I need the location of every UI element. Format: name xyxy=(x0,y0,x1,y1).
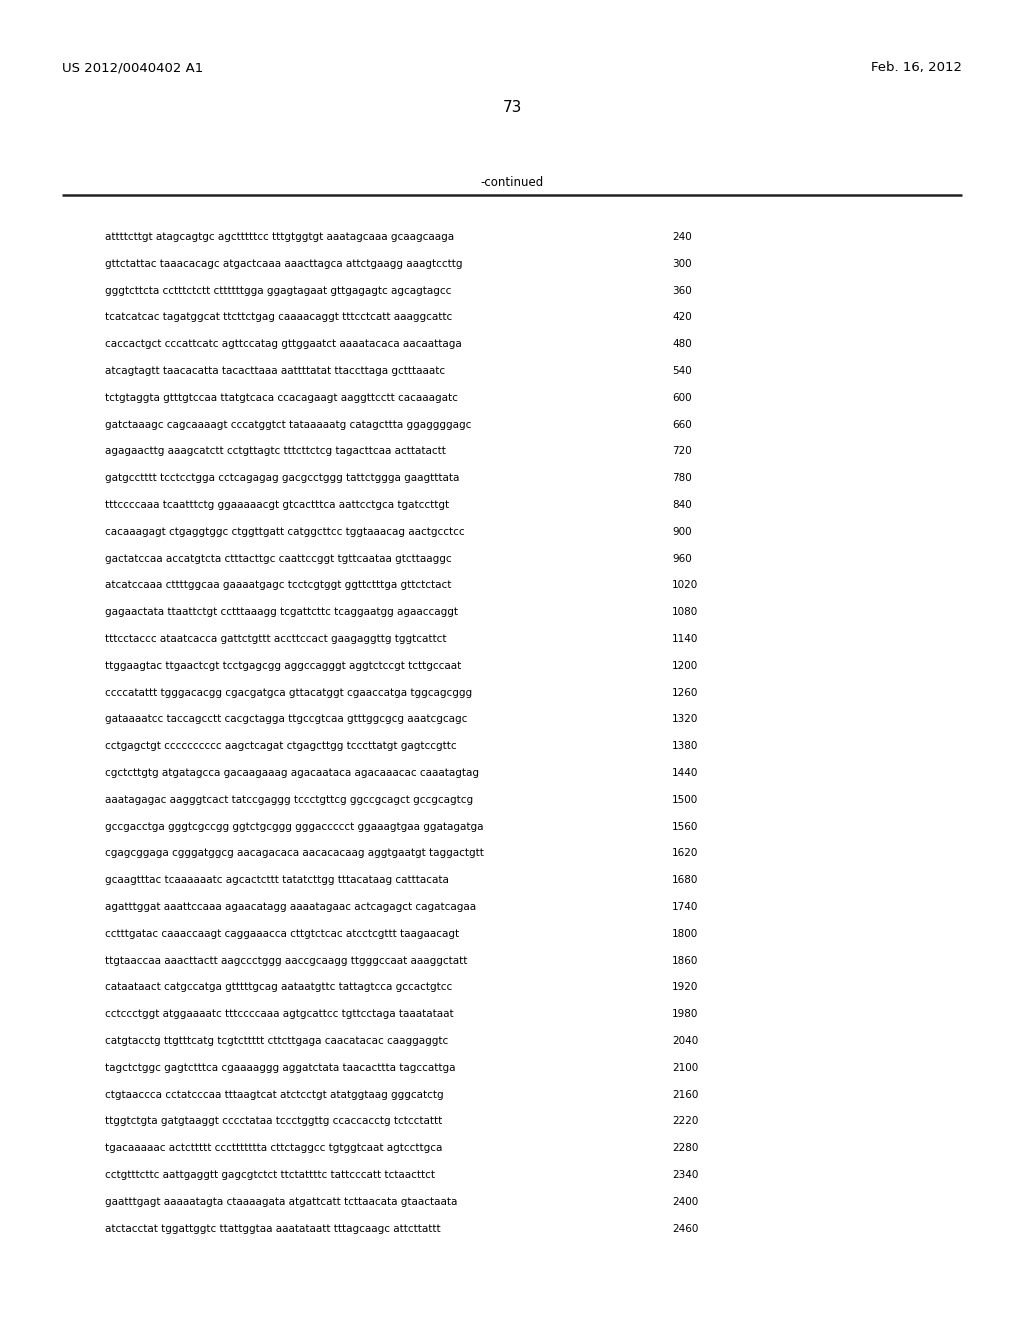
Text: US 2012/0040402 A1: US 2012/0040402 A1 xyxy=(62,62,203,74)
Text: 960: 960 xyxy=(672,553,692,564)
Text: -continued: -continued xyxy=(480,176,544,189)
Text: ttggaagtac ttgaactcgt tcctgagcgg aggccagggt aggtctccgt tcttgccaat: ttggaagtac ttgaactcgt tcctgagcgg aggccag… xyxy=(105,661,461,671)
Text: tgacaaaaac actcttttt cccttttttta cttctaggcc tgtggtcaat agtccttgca: tgacaaaaac actcttttt cccttttttta cttctag… xyxy=(105,1143,442,1154)
Text: gaatttgagt aaaaatagta ctaaaagata atgattcatt tcttaacata gtaactaata: gaatttgagt aaaaatagta ctaaaagata atgattc… xyxy=(105,1197,458,1206)
Text: Feb. 16, 2012: Feb. 16, 2012 xyxy=(871,62,962,74)
Text: 2220: 2220 xyxy=(672,1117,698,1126)
Text: ccccatattt tgggacacgg cgacgatgca gttacatggt cgaaccatga tggcagcggg: ccccatattt tgggacacgg cgacgatgca gttacat… xyxy=(105,688,472,697)
Text: agagaacttg aaagcatctt cctgttagtc tttcttctcg tagacttcaa acttatactt: agagaacttg aaagcatctt cctgttagtc tttcttc… xyxy=(105,446,445,457)
Text: 660: 660 xyxy=(672,420,692,429)
Text: 480: 480 xyxy=(672,339,692,350)
Text: atctacctat tggattggtc ttattggtaa aaatataatt tttagcaagc attcttattt: atctacctat tggattggtc ttattggtaa aaatata… xyxy=(105,1224,440,1234)
Text: 1800: 1800 xyxy=(672,929,698,939)
Text: 780: 780 xyxy=(672,473,692,483)
Text: cctccctggt atggaaaatc tttccccaaa agtgcattcc tgttcctaga taaatataat: cctccctggt atggaaaatc tttccccaaa agtgcat… xyxy=(105,1010,454,1019)
Text: 360: 360 xyxy=(672,285,692,296)
Text: 1140: 1140 xyxy=(672,634,698,644)
Text: tttccccaaa tcaatttctg ggaaaaacgt gtcactttca aattcctgca tgatccttgt: tttccccaaa tcaatttctg ggaaaaacgt gtcactt… xyxy=(105,500,450,510)
Text: 300: 300 xyxy=(672,259,691,269)
Text: tctgtaggta gtttgtccaa ttatgtcaca ccacagaagt aaggttcctt cacaaagatc: tctgtaggta gtttgtccaa ttatgtcaca ccacaga… xyxy=(105,393,458,403)
Text: 1380: 1380 xyxy=(672,742,698,751)
Text: 240: 240 xyxy=(672,232,692,242)
Text: cctgtttcttc aattgaggtt gagcgtctct ttctattttc tattcccatt tctaacttct: cctgtttcttc aattgaggtt gagcgtctct ttctat… xyxy=(105,1170,435,1180)
Text: 720: 720 xyxy=(672,446,692,457)
Text: 2100: 2100 xyxy=(672,1063,698,1073)
Text: gatctaaagc cagcaaaagt cccatggtct tataaaaatg catagcttta ggaggggagc: gatctaaagc cagcaaaagt cccatggtct tataaaa… xyxy=(105,420,471,429)
Text: tagctctggc gagtctttca cgaaaaggg aggatctata taacacttta tagccattga: tagctctggc gagtctttca cgaaaaggg aggatcta… xyxy=(105,1063,456,1073)
Text: catgtacctg ttgtttcatg tcgtcttttt cttcttgaga caacatacac caaggaggtc: catgtacctg ttgtttcatg tcgtcttttt cttcttg… xyxy=(105,1036,449,1045)
Text: 540: 540 xyxy=(672,366,692,376)
Text: agatttggat aaattccaaa agaacatagg aaaatagaac actcagagct cagatcagaa: agatttggat aaattccaaa agaacatagg aaaatag… xyxy=(105,902,476,912)
Text: 73: 73 xyxy=(503,100,521,116)
Text: cctgagctgt cccccccccc aagctcagat ctgagcttgg tcccttatgt gagtccgttc: cctgagctgt cccccccccc aagctcagat ctgagct… xyxy=(105,742,457,751)
Text: ttggtctgta gatgtaaggt cccctataa tccctggttg ccaccacctg tctcctattt: ttggtctgta gatgtaaggt cccctataa tccctggt… xyxy=(105,1117,442,1126)
Text: gagaactata ttaattctgt cctttaaagg tcgattcttc tcaggaatgg agaaccaggt: gagaactata ttaattctgt cctttaaagg tcgattc… xyxy=(105,607,458,618)
Text: 2400: 2400 xyxy=(672,1197,698,1206)
Text: gccgacctga gggtcgccgg ggtctgcggg gggaccccct ggaaagtgaa ggatagatga: gccgacctga gggtcgccgg ggtctgcggg gggaccc… xyxy=(105,821,483,832)
Text: gcaagtttac tcaaaaaatc agcactcttt tatatcttgg tttacataag catttacata: gcaagtttac tcaaaaaatc agcactcttt tatatct… xyxy=(105,875,449,886)
Text: 1020: 1020 xyxy=(672,581,698,590)
Text: gatgcctttt tcctcctgga cctcagagag gacgcctggg tattctggga gaagtttata: gatgcctttt tcctcctgga cctcagagag gacgcct… xyxy=(105,473,460,483)
Text: 2460: 2460 xyxy=(672,1224,698,1234)
Text: attttcttgt atagcagtgc agctttttcc tttgtggtgt aaatagcaaa gcaagcaaga: attttcttgt atagcagtgc agctttttcc tttgtgg… xyxy=(105,232,454,242)
Text: caccactgct cccattcatc agttccatag gttggaatct aaaatacaca aacaattaga: caccactgct cccattcatc agttccatag gttggaa… xyxy=(105,339,462,350)
Text: atcatccaaa cttttggcaa gaaaatgagc tcctcgtggt ggttctttga gttctctact: atcatccaaa cttttggcaa gaaaatgagc tcctcgt… xyxy=(105,581,452,590)
Text: 1920: 1920 xyxy=(672,982,698,993)
Text: 1620: 1620 xyxy=(672,849,698,858)
Text: gactatccaa accatgtcta ctttacttgc caattccggt tgttcaataa gtcttaaggc: gactatccaa accatgtcta ctttacttgc caattcc… xyxy=(105,553,452,564)
Text: 420: 420 xyxy=(672,313,692,322)
Text: cctttgatac caaaccaagt caggaaacca cttgtctcac atcctcgttt taagaacagt: cctttgatac caaaccaagt caggaaacca cttgtct… xyxy=(105,929,459,939)
Text: 600: 600 xyxy=(672,393,691,403)
Text: 2340: 2340 xyxy=(672,1170,698,1180)
Text: gataaaatcc taccagcctt cacgctagga ttgccgtcaa gtttggcgcg aaatcgcagc: gataaaatcc taccagcctt cacgctagga ttgccgt… xyxy=(105,714,467,725)
Text: cataataact catgccatga gtttttgcag aataatgttc tattagtcca gccactgtcc: cataataact catgccatga gtttttgcag aataatg… xyxy=(105,982,453,993)
Text: 1860: 1860 xyxy=(672,956,698,966)
Text: aaatagagac aagggtcact tatccgaggg tccctgttcg ggccgcagct gccgcagtcg: aaatagagac aagggtcact tatccgaggg tccctgt… xyxy=(105,795,473,805)
Text: 1440: 1440 xyxy=(672,768,698,777)
Text: 2160: 2160 xyxy=(672,1089,698,1100)
Text: tcatcatcac tagatggcat ttcttctgag caaaacaggt tttcctcatt aaaggcattc: tcatcatcac tagatggcat ttcttctgag caaaaca… xyxy=(105,313,453,322)
Text: tttcctaccc ataatcacca gattctgttt accttccact gaagaggttg tggtcattct: tttcctaccc ataatcacca gattctgttt accttcc… xyxy=(105,634,446,644)
Text: 1200: 1200 xyxy=(672,661,698,671)
Text: atcagtagtt taacacatta tacacttaaa aattttatat ttaccttaga gctttaaatc: atcagtagtt taacacatta tacacttaaa aatttta… xyxy=(105,366,445,376)
Text: cgctcttgtg atgatagcca gacaagaaag agacaataca agacaaacac caaatagtag: cgctcttgtg atgatagcca gacaagaaag agacaat… xyxy=(105,768,479,777)
Text: cgagcggaga cgggatggcg aacagacaca aacacacaag aggtgaatgt taggactgtt: cgagcggaga cgggatggcg aacagacaca aacacac… xyxy=(105,849,484,858)
Text: 1740: 1740 xyxy=(672,902,698,912)
Text: 1560: 1560 xyxy=(672,821,698,832)
Text: 840: 840 xyxy=(672,500,692,510)
Text: 1500: 1500 xyxy=(672,795,698,805)
Text: 900: 900 xyxy=(672,527,691,537)
Text: cacaaagagt ctgaggtggc ctggttgatt catggcttcc tggtaaacag aactgcctcc: cacaaagagt ctgaggtggc ctggttgatt catggct… xyxy=(105,527,465,537)
Text: 1260: 1260 xyxy=(672,688,698,697)
Text: 1980: 1980 xyxy=(672,1010,698,1019)
Text: 2040: 2040 xyxy=(672,1036,698,1045)
Text: 1680: 1680 xyxy=(672,875,698,886)
Text: ctgtaaccca cctatcccaa tttaagtcat atctcctgt atatggtaag gggcatctg: ctgtaaccca cctatcccaa tttaagtcat atctcct… xyxy=(105,1089,443,1100)
Text: gggtcttcta cctttctctt cttttttgga ggagtagaat gttgagagtc agcagtagcc: gggtcttcta cctttctctt cttttttgga ggagtag… xyxy=(105,285,452,296)
Text: 1320: 1320 xyxy=(672,714,698,725)
Text: 1080: 1080 xyxy=(672,607,698,618)
Text: ttgtaaccaa aaacttactt aagccctggg aaccgcaagg ttgggccaat aaaggctatt: ttgtaaccaa aaacttactt aagccctggg aaccgca… xyxy=(105,956,467,966)
Text: 2280: 2280 xyxy=(672,1143,698,1154)
Text: gttctattac taaacacagc atgactcaaa aaacttagca attctgaagg aaagtccttg: gttctattac taaacacagc atgactcaaa aaactta… xyxy=(105,259,463,269)
